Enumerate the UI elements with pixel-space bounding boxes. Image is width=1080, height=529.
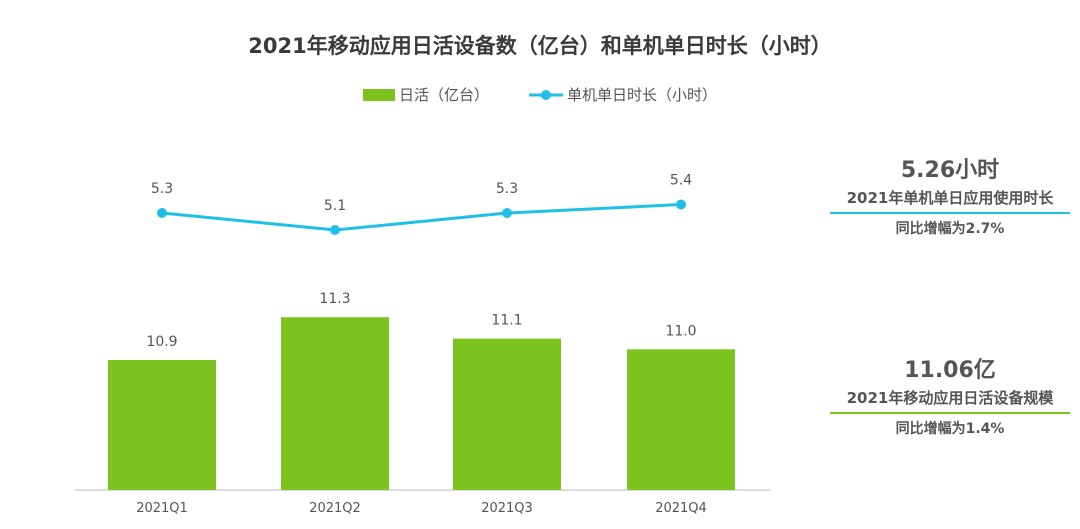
hours-note: 同比增幅为2.7%	[895, 221, 1005, 237]
bar	[281, 317, 389, 490]
hours-value: 5.26小时	[900, 158, 1000, 183]
legend-bar: 日活（亿台）	[362, 84, 489, 105]
line-label: 5.1	[324, 198, 346, 214]
legend-bar-swatch	[362, 88, 395, 101]
bar	[108, 360, 216, 490]
x-tick-label: 2021Q2	[309, 501, 361, 516]
devices-value: 11.06亿	[904, 358, 996, 383]
x-tick-label: 2021Q1	[136, 501, 188, 516]
bar	[627, 349, 735, 490]
hours-summary: 5.26小时 2021年单机单日应用使用时长 同比增幅为2.7%	[830, 152, 1070, 238]
line-point	[330, 225, 340, 235]
line-label: 5.4	[670, 173, 692, 189]
x-tick-label: 2021Q3	[481, 501, 533, 516]
series-line	[161, 203, 682, 232]
devices-summary: 11.06亿 2021年移动应用日活设备规模 同比增幅为1.4%	[830, 352, 1070, 438]
legend: 日活（亿台） 单机单日时长（小时）	[0, 84, 1080, 105]
bar-label: 11.1	[491, 313, 522, 329]
bar-label: 10.9	[146, 334, 177, 350]
devices-note: 同比增幅为1.4%	[895, 421, 1005, 437]
legend-line-swatch	[529, 89, 563, 100]
line-point	[676, 199, 686, 210]
devices-label: 2021年移动应用日活设备规模	[830, 384, 1070, 414]
bar-label: 11.0	[665, 323, 696, 339]
x-tick-label: 2021Q4	[655, 501, 707, 516]
line-point	[502, 208, 512, 218]
line-label: 5.3	[496, 181, 518, 197]
line-point	[157, 208, 167, 218]
legend-line: 单机单日时长（小时）	[529, 84, 717, 105]
chart-title: 2021年移动应用日活设备数（亿台）和单机单日时长（小时）	[248, 34, 832, 58]
bar-label: 11.3	[319, 291, 350, 307]
line-label: 5.3	[151, 181, 173, 197]
hours-label: 2021年单机单日应用使用时长	[830, 184, 1070, 214]
bar	[453, 338, 561, 490]
